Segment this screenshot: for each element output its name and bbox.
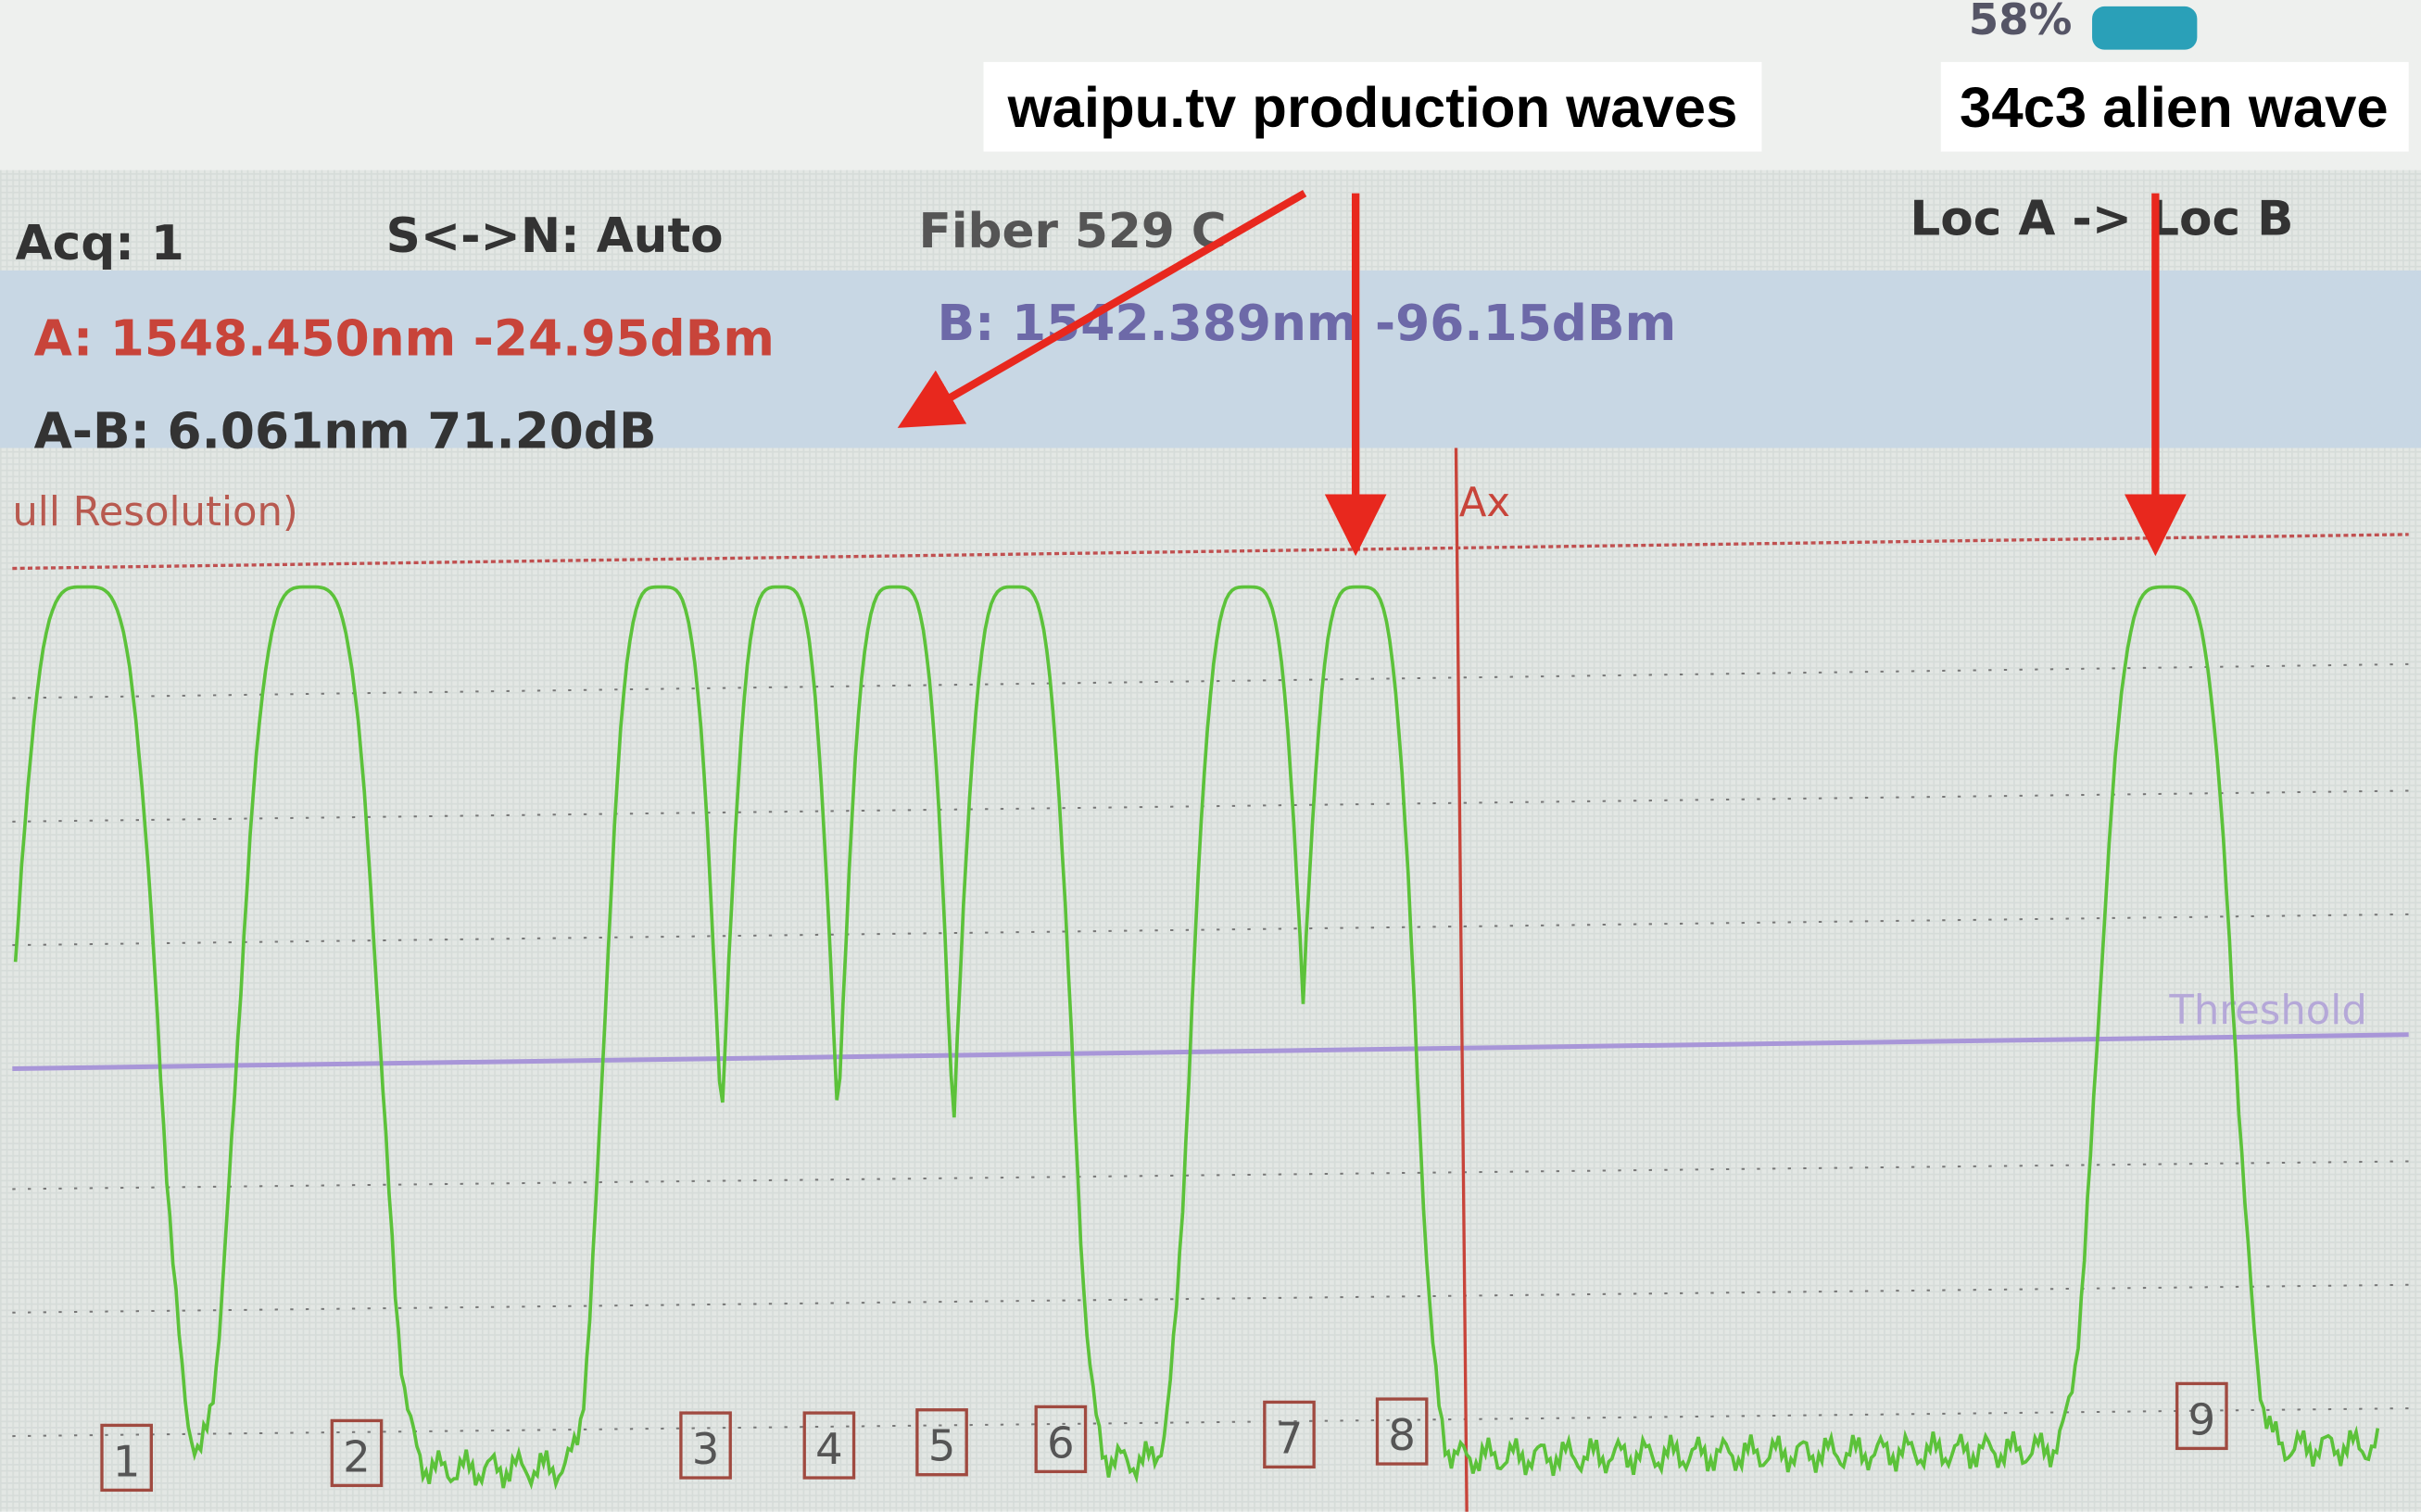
channel-label: 9 xyxy=(2188,1395,2216,1445)
channel-label: 4 xyxy=(815,1425,843,1475)
battery: 58% xyxy=(1969,0,2073,45)
channel-label: 5 xyxy=(928,1422,956,1472)
acq: Acq: 1 xyxy=(16,216,184,271)
annotation: waipu.tv production waves xyxy=(1007,76,1738,140)
fiber: Fiber 529 C xyxy=(919,204,1227,259)
threshold-label: Threshold xyxy=(2168,988,2366,1034)
battery-icon xyxy=(2092,6,2197,50)
annotation: 34c3 alien wave xyxy=(1960,76,2389,140)
screen-photo: 58% Acq: 1 S<->N: Auto Fiber 529 C Loc A… xyxy=(0,0,2421,1512)
direction: Loc A -> Loc B xyxy=(1910,192,2293,247)
snr-mode: S<->N: Auto xyxy=(386,208,724,264)
delta: A-B: 6.061nm 71.20dB xyxy=(34,403,657,460)
marker-a: A: 1548.450nm -24.95dBm xyxy=(34,310,775,368)
channel-label: 3 xyxy=(692,1425,720,1475)
channel-label: 1 xyxy=(113,1437,141,1487)
channel-label: 7 xyxy=(1276,1414,1304,1464)
channel-label: 8 xyxy=(1388,1411,1416,1461)
mode: ull Resolution) xyxy=(12,489,298,536)
marker-label: Ax xyxy=(1459,480,1510,526)
channel-label: 2 xyxy=(343,1432,371,1482)
channel-label: 6 xyxy=(1047,1418,1075,1468)
